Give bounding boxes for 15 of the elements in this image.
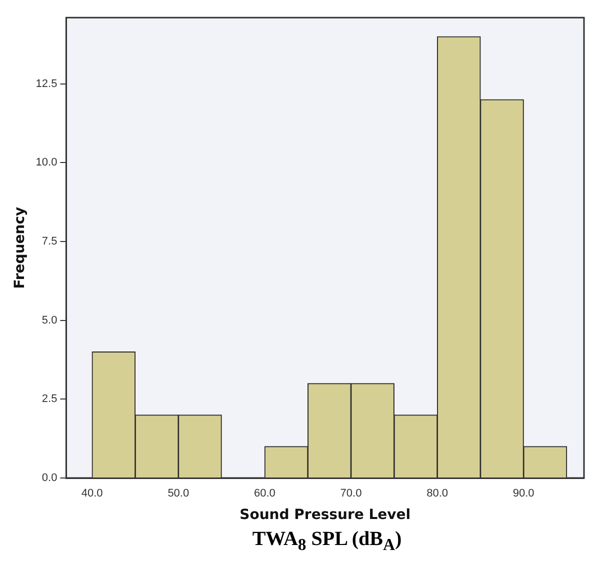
y-axis-title: Frequency [12, 206, 28, 289]
x-tick-label: 50.0 [168, 488, 190, 500]
y-tick-label: 7.5 [42, 236, 58, 248]
x-axis-title: Sound Pressure Level [240, 507, 411, 524]
x-tick-label: 90.0 [512, 488, 534, 500]
x-tick-label: 40.0 [81, 488, 103, 500]
y-tick-label: 2.5 [42, 393, 58, 406]
y-tick-label: 10.0 [36, 156, 58, 169]
x-tick-label: 70.0 [340, 488, 362, 500]
y-tick-label: 5.0 [42, 314, 58, 326]
y-tick-label: 12.5 [36, 78, 58, 90]
x-tick-label: 80.0 [426, 488, 448, 500]
text: TWA$_{8}$ SPL (dB$_{A}$) [251, 528, 403, 555]
y-tick-label: 0.0 [42, 472, 58, 484]
x-tick-label: 60.0 [254, 488, 276, 500]
